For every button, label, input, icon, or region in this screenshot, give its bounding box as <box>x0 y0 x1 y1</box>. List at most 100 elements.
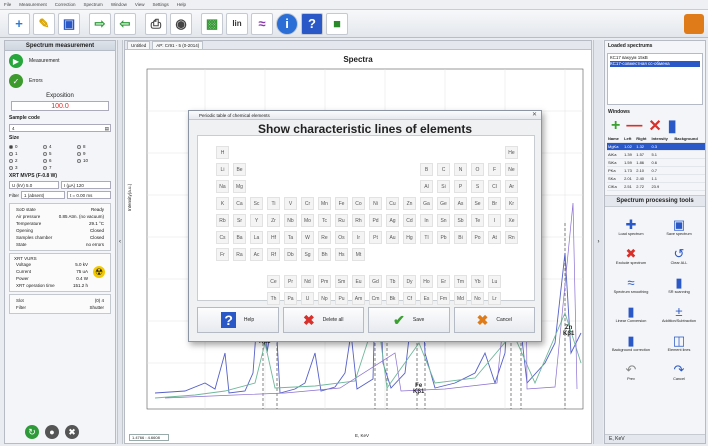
filter-select[interactable]: 1 (absent) <box>21 191 65 199</box>
element-cell[interactable]: Tb <box>386 275 399 289</box>
element-cell[interactable]: Ru <box>335 214 348 227</box>
element-cell[interactable]: Ar <box>505 180 518 193</box>
element-cell[interactable]: Rb <box>216 214 229 227</box>
element-cell[interactable]: N <box>454 163 467 176</box>
element-cell[interactable]: Fm <box>437 292 450 306</box>
save-button[interactable]: ✔ Save <box>368 307 450 333</box>
bars-icon[interactable]: ▮ <box>667 118 677 135</box>
element-cell[interactable]: Nd <box>301 275 314 289</box>
save-icon[interactable]: ▣ <box>58 12 80 35</box>
errors-button[interactable]: ✓ Errors <box>5 71 115 91</box>
element-cell[interactable]: Hg <box>403 231 416 244</box>
linear-conversion-button[interactable]: ▮ Linear Conversion <box>615 304 647 324</box>
element-cell[interactable]: Ir <box>352 231 365 244</box>
element-cell[interactable]: Cu <box>386 197 399 210</box>
size-radio[interactable]: 1 <box>9 151 43 156</box>
prev-button[interactable]: ↶ Prev <box>625 362 637 382</box>
element-cell[interactable]: Ge <box>437 197 450 210</box>
menu-measurement[interactable]: Measurement <box>19 2 47 7</box>
element-cell[interactable]: Br <box>488 197 501 210</box>
close-icon[interactable]: ✕ <box>648 118 662 135</box>
element-cell[interactable]: La <box>250 231 263 244</box>
element-lines-button[interactable]: ◫ Element lines <box>667 333 691 353</box>
element-cell[interactable]: Lu <box>488 275 501 289</box>
help-button[interactable]: ? Help <box>197 307 279 333</box>
element-cell[interactable]: Xe <box>505 214 518 227</box>
element-cell[interactable]: Te <box>471 214 484 227</box>
element-cell[interactable]: Pr <box>284 275 297 289</box>
element-icon[interactable]: ▩ <box>201 12 223 35</box>
element-cell[interactable]: F <box>488 163 501 176</box>
current-field[interactable]: I (µA) 120 <box>61 181 111 189</box>
element-cell[interactable]: Pb <box>437 231 450 244</box>
peaks-icon[interactable]: ≈ <box>251 12 273 35</box>
element-cell[interactable]: Cm <box>369 292 382 306</box>
add-icon[interactable]: + <box>611 117 621 134</box>
element-cell[interactable]: Gd <box>369 275 382 289</box>
element-cell[interactable]: Sr <box>233 214 246 227</box>
element-cell[interactable]: V <box>284 197 297 210</box>
size-radio[interactable]: 7 <box>43 165 77 170</box>
cancel-tool-button[interactable]: ↷ Cancel <box>673 362 685 382</box>
info-icon[interactable]: i <box>276 12 298 35</box>
element-cell[interactable]: Tc <box>318 214 331 227</box>
menu-view[interactable]: View <box>134 2 145 7</box>
element-cell[interactable]: Pu <box>335 292 348 306</box>
element-cell[interactable]: Sg <box>301 248 314 261</box>
element-cell[interactable]: Bk <box>386 292 399 306</box>
element-cell[interactable]: Nb <box>284 214 297 227</box>
menu-spectrum[interactable]: Spectrum <box>83 2 103 7</box>
element-cell[interactable]: Ga <box>420 197 433 210</box>
element-cell[interactable]: Sb <box>454 214 467 227</box>
element-cell[interactable]: Si <box>437 180 450 193</box>
element-cell[interactable]: Ce <box>267 275 280 289</box>
element-cell[interactable]: Pt <box>369 231 382 244</box>
background-correction-button[interactable]: ▮ Background correction <box>612 333 650 353</box>
size-radio[interactable]: 3 <box>9 165 43 170</box>
element-cell[interactable]: Rn <box>505 231 518 244</box>
size-radio[interactable]: 9 <box>77 151 111 156</box>
camera-icon[interactable]: ◉ <box>170 12 192 35</box>
element-cell[interactable]: Md <box>454 292 467 306</box>
element-cell[interactable]: Ho <box>420 275 433 289</box>
element-cell[interactable]: U <box>301 292 314 306</box>
element-cell[interactable]: Sc <box>250 197 263 210</box>
list-item[interactable]: КС17-совместная сс-обмена <box>610 61 700 67</box>
size-radio[interactable]: 6 <box>43 158 77 163</box>
element-cell[interactable]: Li <box>216 163 229 176</box>
element-cell[interactable]: Y <box>250 214 263 227</box>
table-row[interactable]: SiKa 1.59 1.86 0.6 <box>607 158 705 167</box>
element-cell[interactable]: Db <box>284 248 297 261</box>
element-cell[interactable]: Eu <box>352 275 365 289</box>
menu-settings[interactable]: Settings <box>152 2 169 7</box>
element-cell[interactable]: Ba <box>233 231 246 244</box>
element-cell[interactable]: Lr <box>488 292 501 306</box>
import-icon[interactable]: ⇦ <box>114 12 136 35</box>
element-cell[interactable]: Ca <box>233 197 246 210</box>
refresh-icon[interactable]: ↻ <box>25 425 39 439</box>
element-cell[interactable]: Zn <box>403 197 416 210</box>
element-cell[interactable]: I <box>488 214 501 227</box>
sample-browse-icon[interactable]: ▤ <box>104 126 109 131</box>
element-cell[interactable]: In <box>420 214 433 227</box>
element-cell[interactable]: Re <box>318 231 331 244</box>
sr-scanning-button[interactable]: ▮ SR scanning <box>668 275 690 295</box>
element-cell[interactable]: Dy <box>403 275 416 289</box>
element-cell[interactable]: Al <box>420 180 433 193</box>
print-icon[interactable]: ⎙ <box>145 12 167 35</box>
element-cell[interactable]: Ag <box>386 214 399 227</box>
tab-untitled[interactable]: Untitled <box>127 41 151 49</box>
menu-window[interactable]: Window <box>110 2 127 7</box>
help-icon[interactable]: ? <box>301 12 323 35</box>
element-cell[interactable]: Cd <box>403 214 416 227</box>
exit-icon[interactable]: ■ <box>326 12 348 35</box>
element-cell[interactable]: Cs <box>216 231 229 244</box>
element-cell[interactable]: Pa <box>284 292 297 306</box>
table-row[interactable]: MgKa 1.02 1.32 0.3 <box>607 142 705 151</box>
element-cell[interactable]: Bi <box>454 231 467 244</box>
element-cell[interactable]: Fe <box>335 197 348 210</box>
element-cell[interactable]: No <box>471 292 484 306</box>
size-radio[interactable]: 0 <box>9 144 43 149</box>
element-cell[interactable]: Ta <box>284 231 297 244</box>
size-radio[interactable]: 5 <box>43 151 77 156</box>
